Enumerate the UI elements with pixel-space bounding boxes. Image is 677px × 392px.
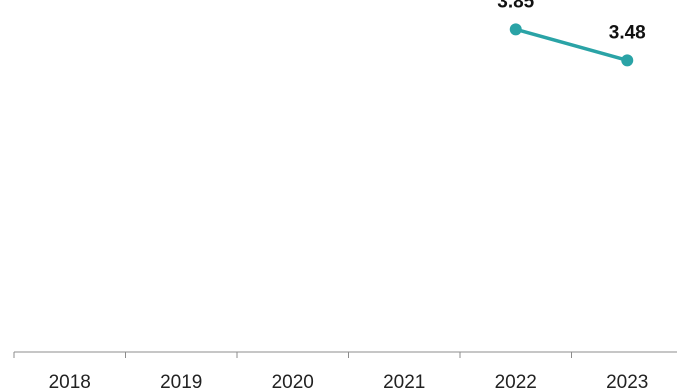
x-tick-label-2018: 2018 bbox=[49, 372, 91, 392]
data-label-2023: 3.48 bbox=[609, 22, 646, 43]
x-tick-label-2022: 2022 bbox=[495, 372, 537, 392]
data-point-2023 bbox=[621, 54, 634, 67]
x-tick-label-2021: 2021 bbox=[383, 372, 425, 392]
series-line bbox=[514, 27, 629, 63]
x-tick-label-2020: 2020 bbox=[272, 372, 314, 392]
data-label-layer: 3.85 3.48 bbox=[497, 0, 645, 43]
data-label-2022: 3.85 bbox=[497, 0, 534, 12]
x-tick-label-2019: 2019 bbox=[160, 372, 202, 392]
x-axis: 2018 2019 2020 2021 2022 2023 bbox=[13, 351, 677, 392]
data-point-2022 bbox=[509, 23, 522, 36]
x-tick-label-2023: 2023 bbox=[606, 372, 648, 392]
series-layer bbox=[509, 23, 634, 67]
